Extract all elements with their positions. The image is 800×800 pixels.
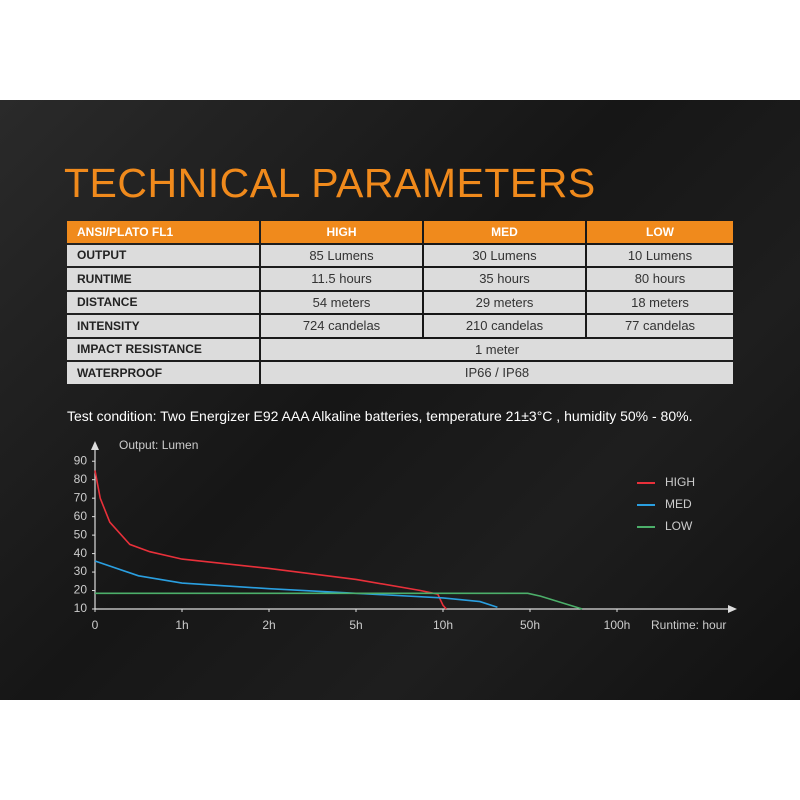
row-label: OUTPUT [67,244,259,266]
background-panel [0,100,800,700]
table-row: INTENSITY 724 candelas 210 candelas 77 cand… [67,315,733,337]
y-tick-label: 10 [74,601,88,615]
line-series [94,560,498,608]
y-axis-label: Output: Lumen [119,438,198,452]
cell: 77 candelas [587,315,733,337]
cell: 30 Lumens [424,244,585,266]
x-tick-label: 100h [604,618,631,632]
line-series [94,470,447,610]
cell: 10 Lumens [587,244,733,266]
y-tick-label: 40 [74,546,88,560]
x-tick-label: 10h [433,618,453,632]
table-row: RUNTIME 11.5 hours 35 hours 80 hours [67,268,733,290]
header-cell: HIGH [261,221,422,243]
title: TECHNICAL PARAMETERS [64,160,596,206]
table-row: DISTANCE 54 meters 29 meters 18 meters [67,291,733,313]
y-tick-label: 70 [74,490,88,504]
row-label: DISTANCE [67,291,259,313]
header-cell: MED [424,221,585,243]
cell: 18 meters [587,291,733,313]
header-cell: ANSI/PLATO FL1 [67,221,259,243]
x-tick-label: 2h [262,618,275,632]
header-row: ANSI/PLATO FL1 HIGH MED LOW [67,221,733,243]
cell: IP66 / IP68 [261,362,733,384]
y-tick-label: 90 [74,453,88,467]
legend-label: LOW [665,519,693,533]
y-axis-arrow [91,441,99,450]
line-series [95,592,583,610]
x-tick-label: 5h [349,618,362,632]
y-tick-label: 60 [74,509,88,523]
header-cell: LOW [587,221,733,243]
cell: 29 meters [424,291,585,313]
x-tick-label: 50h [520,618,540,632]
cell: 724 candelas [261,315,422,337]
y-tick-label: 50 [74,527,88,541]
legend-label: MED [665,497,692,511]
row-label: RUNTIME [67,268,259,290]
x-tick-label: 0 [92,618,99,632]
cell: 210 candelas [424,315,585,337]
row-label: INTENSITY [67,315,259,337]
x-axis-arrow [728,605,737,613]
test-note: Test condition: Two Energizer E92 AAA Al… [67,408,693,424]
y-tick-label: 20 [74,583,88,597]
table-row: OUTPUT 85 Lumens 30 Lumens 10 Lumens [67,244,733,266]
cell: 85 Lumens [261,244,422,266]
cell: 54 meters [261,291,422,313]
table-row: WATERPROOF IP66 / IP68 [67,362,733,384]
cell: 11.5 hours [261,268,422,290]
legend-label: HIGH [665,475,695,489]
row-label: WATERPROOF [67,362,259,384]
y-tick-label: 30 [74,564,88,578]
x-axis-label: Runtime: hour [651,618,726,632]
row-label: IMPACT RESISTANCE [67,338,259,360]
cell: 35 hours [424,268,585,290]
cell: 1 meter [261,338,733,360]
spec-table: ANSI/PLATO FL1 HIGH MED LOW OUTPUT 85 Lumens 3… [65,219,735,386]
table-row: IMPACT RESISTANCE 1 meter [67,338,733,360]
x-tick-label: 1h [175,618,188,632]
y-tick-label: 80 [74,472,88,486]
cell: 80 hours [587,268,733,290]
